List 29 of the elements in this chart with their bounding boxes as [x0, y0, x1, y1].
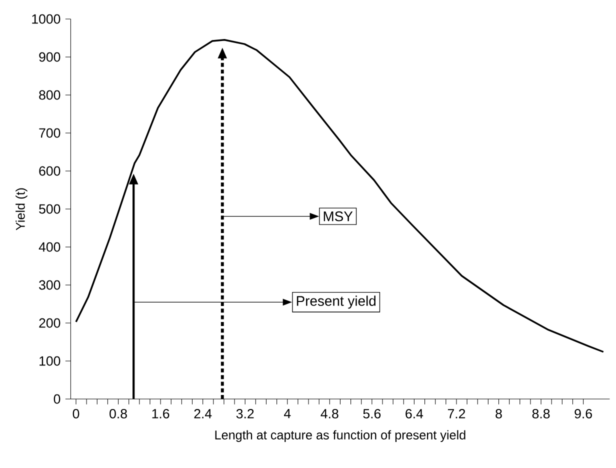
x-tick-label: 6.4 [406, 409, 424, 418]
x-tick-label: 9.6 [574, 409, 592, 418]
y-tick-label: 0 [54, 394, 60, 404]
x-tick-label: 2.4 [194, 409, 212, 418]
line-series [75, 39, 604, 353]
x-axis-title: Length at capture as function of present yield [215, 430, 466, 442]
y-tick-label: 800 [39, 90, 60, 100]
y-tick-label: 200 [39, 318, 60, 328]
x-tick-label: 4.8 [320, 409, 338, 418]
x-tick-label: 5.6 [363, 409, 381, 418]
ref-line-label: Present yield [296, 296, 376, 309]
x-tick-label: 4 [284, 409, 291, 418]
y-tick-label: 700 [39, 128, 60, 138]
x-tick-label: 0.8 [110, 409, 127, 418]
ref-line-label: MSY [324, 211, 353, 222]
y-tick-label: 500 [39, 204, 60, 214]
y-axis-title: Yield (t) [16, 188, 28, 230]
x-tick-label: 1.6 [152, 409, 170, 418]
x-tick-label: 7.2 [448, 409, 466, 418]
x-tick-label: 0 [72, 409, 80, 418]
y-tick-label: 400 [38, 242, 60, 252]
x-tick-label: 8 [496, 409, 502, 418]
y-tick-label: 1000 [32, 14, 60, 24]
y-tick-label: 100 [40, 356, 60, 366]
y-tick-label: 600 [39, 166, 60, 176]
y-tick-label: 300 [39, 280, 60, 290]
y-tick-label: 900 [39, 52, 60, 62]
x-tick-label: 3.2 [236, 409, 254, 418]
x-tick-label: 8.8 [532, 409, 550, 418]
